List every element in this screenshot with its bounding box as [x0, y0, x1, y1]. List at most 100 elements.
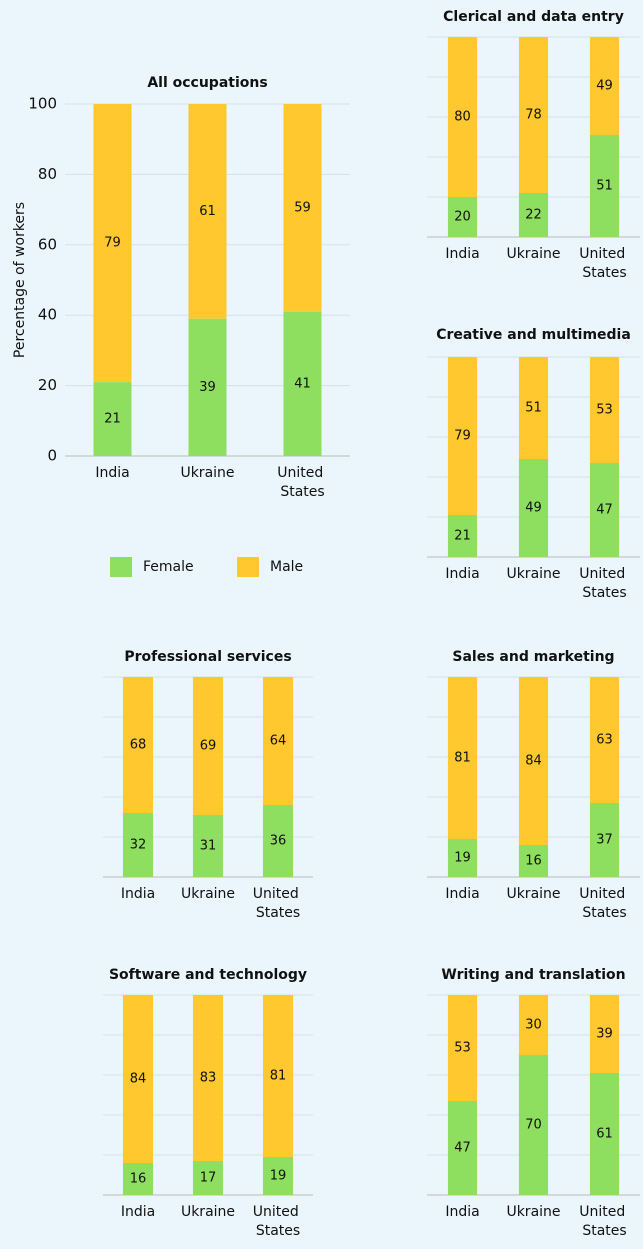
value-label: 36	[270, 834, 287, 849]
bar-segment	[518, 459, 549, 557]
y-tick-label: 40	[38, 306, 57, 324]
x-tick-label: Ukraine	[506, 1204, 560, 1220]
bar-segment	[589, 463, 620, 557]
bar-segment	[447, 677, 478, 839]
value-label: 51	[596, 179, 613, 194]
bar-segment	[447, 1101, 478, 1195]
bar-segment	[122, 995, 154, 1163]
value-label: 30	[525, 1018, 542, 1033]
value-label: 80	[454, 110, 471, 125]
legend-swatch	[237, 557, 259, 577]
x-tick-label: India	[95, 465, 129, 481]
bar-segment	[518, 677, 549, 845]
chart-title: Sales and marketing	[452, 649, 614, 665]
bar-segment	[447, 995, 478, 1101]
bar-segment	[447, 197, 478, 237]
bar-segment	[283, 311, 322, 456]
chart-title: Professional services	[124, 649, 291, 665]
bar-segment	[122, 813, 154, 877]
bar-segment	[262, 677, 294, 805]
legend-swatch	[110, 557, 132, 577]
value-label: 69	[200, 739, 217, 754]
value-label: 32	[130, 838, 147, 853]
x-tick-label: Ukraine	[506, 246, 560, 262]
x-tick-label: Ukraine	[506, 566, 560, 582]
value-label: 70	[525, 1118, 542, 1133]
x-tick-label: United States	[253, 886, 303, 921]
chart-title: Creative and multimedia	[436, 327, 631, 343]
value-label: 63	[596, 733, 613, 748]
bar-segment	[518, 357, 549, 459]
value-label: 81	[454, 751, 471, 766]
bar-segment	[589, 135, 620, 237]
bar-segment	[518, 995, 549, 1055]
value-label: 49	[525, 501, 542, 516]
value-label: 39	[596, 1027, 613, 1042]
value-label: 19	[454, 851, 471, 866]
bar-segment	[589, 995, 620, 1073]
x-tick-label: Ukraine	[506, 886, 560, 902]
x-tick-label: United States	[253, 1204, 303, 1239]
x-tick-label: United States	[579, 1204, 629, 1239]
bar-segment	[447, 357, 478, 515]
bar-segment	[262, 805, 294, 877]
bar-segment	[122, 677, 154, 813]
value-label: 47	[596, 503, 613, 518]
x-tick-label: Ukraine	[181, 1204, 235, 1220]
bar-segment	[122, 1163, 154, 1195]
bar-segment	[192, 677, 224, 815]
x-tick-label: Ukraine	[181, 886, 235, 902]
x-tick-label: India	[445, 566, 479, 582]
bar-segment	[283, 104, 322, 312]
x-tick-label: India	[121, 886, 155, 902]
y-tick-label: 100	[28, 95, 57, 113]
bar-segment	[188, 318, 227, 456]
bar-segment	[262, 1157, 294, 1195]
value-label: 61	[199, 204, 216, 219]
value-label: 31	[200, 839, 217, 854]
bar-segment	[447, 839, 478, 877]
value-label: 41	[294, 376, 311, 391]
y-tick-label: 20	[38, 376, 57, 394]
bar-segment	[192, 995, 224, 1161]
chart-title: Writing and translation	[441, 967, 625, 983]
x-tick-label: United States	[579, 886, 629, 921]
bar-segment	[518, 845, 549, 877]
bar-segment	[262, 995, 294, 1157]
bar-segment	[589, 1073, 620, 1195]
value-label: 81	[270, 1069, 287, 1084]
x-tick-label: India	[445, 886, 479, 902]
value-label: 84	[130, 1072, 147, 1087]
value-label: 16	[130, 1172, 147, 1187]
x-tick-label: United States	[277, 465, 327, 500]
value-label: 39	[199, 380, 216, 395]
x-tick-label: United States	[579, 566, 629, 601]
bar-segment	[93, 104, 132, 383]
chart-title: All occupations	[147, 75, 267, 91]
value-label: 19	[270, 1169, 287, 1184]
y-tick-label: 0	[47, 447, 57, 465]
x-tick-label: India	[121, 1204, 155, 1220]
bar-segment	[447, 515, 478, 557]
bar-segment	[589, 803, 620, 877]
bar-segment	[589, 357, 620, 463]
value-label: 21	[454, 529, 471, 544]
value-label: 59	[294, 200, 311, 215]
value-label: 83	[200, 1071, 217, 1086]
value-label: 61	[596, 1127, 613, 1142]
value-label: 53	[596, 403, 613, 418]
chart-title: Software and technology	[109, 967, 307, 983]
value-label: 78	[525, 108, 542, 123]
x-tick-label: Ukraine	[180, 465, 234, 481]
bar-segment	[589, 37, 620, 135]
x-tick-label: India	[445, 1204, 479, 1220]
value-label: 47	[454, 1141, 471, 1156]
value-label: 37	[596, 833, 613, 848]
bar-segment	[518, 37, 549, 193]
legend-label: Male	[270, 559, 303, 575]
bar-segment	[447, 37, 478, 197]
x-tick-label: United States	[579, 246, 629, 281]
bar-segment	[188, 104, 227, 319]
value-label: 64	[270, 734, 287, 749]
